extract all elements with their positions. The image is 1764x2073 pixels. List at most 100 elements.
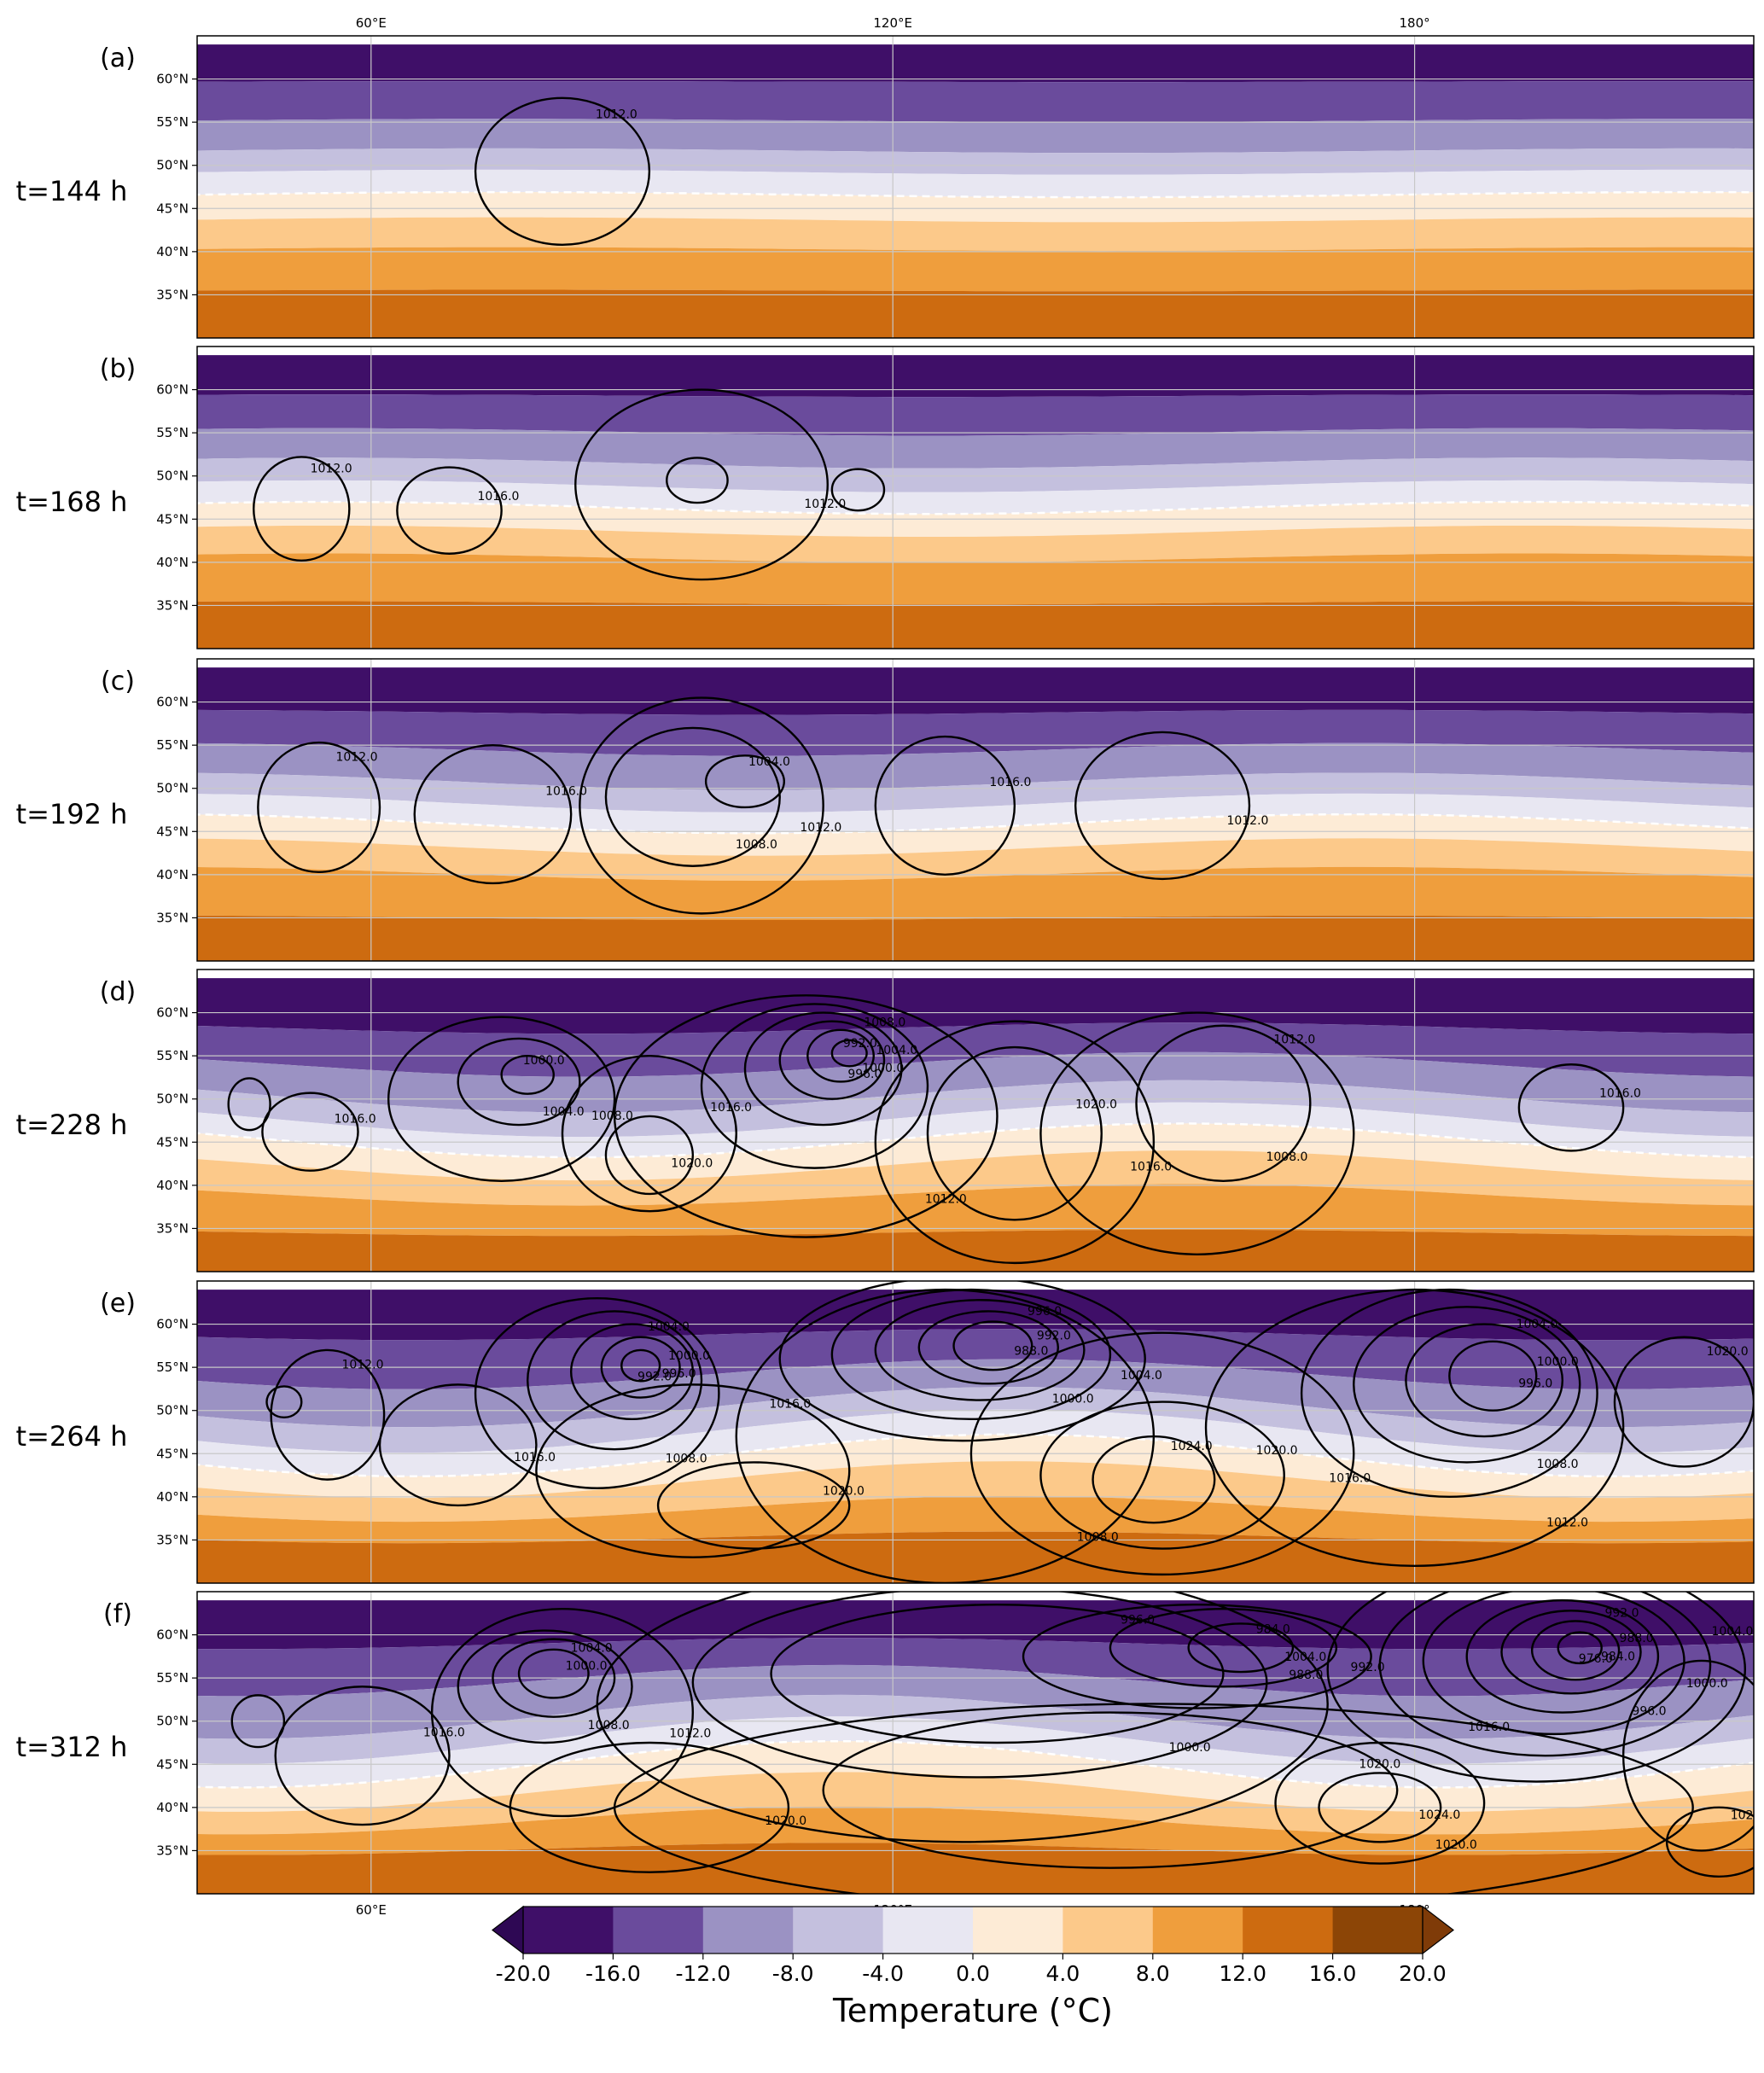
lat-tick-label: 45°N [156, 1134, 189, 1150]
isobar-contour [1530, 1620, 1621, 1681]
isobar-label: 1000.0 [1686, 1677, 1728, 1691]
lat-tick-label: 60°N [156, 72, 189, 87]
temperature-band [197, 838, 1754, 881]
isobar-contour [257, 741, 381, 874]
isobar-contour [822, 1711, 1399, 1869]
isobar-label: 1004.0 [1284, 1651, 1326, 1664]
isobar-contour [430, 1608, 695, 1818]
panel-b: 1012.01016.01012.060°N55°N50°N45°N40°N35… [16, 346, 1755, 649]
panel-letter: (b) [100, 354, 136, 384]
lat-tick-label: 50°N [156, 158, 189, 173]
isobar-label: 1020.0 [823, 1485, 865, 1499]
lat-tick-label: 45°N [156, 1446, 189, 1461]
lat-tick-label: 55°N [156, 737, 189, 753]
isobar-contour [1465, 1598, 1660, 1714]
lat-tick-label: 35°N [156, 597, 189, 613]
isobar-label: 1020.0 [1359, 1757, 1400, 1771]
lat-tick-label: 35°N [156, 287, 189, 302]
lat-tick-label: 40°N [156, 244, 189, 259]
lat-tick-label: 45°N [156, 1756, 189, 1772]
isobar-label: 1000.0 [523, 1054, 565, 1068]
isobar-label: 1008.0 [591, 1109, 633, 1123]
isobar-label: 1004.0 [1121, 1369, 1162, 1383]
isobar-contour [1300, 1288, 1598, 1499]
isobar-contour [579, 696, 824, 915]
colorbar-tick-label: -12.0 [675, 1961, 731, 1986]
panel-d: 1016.0 1008.0 1004.0 1000.0 1016.0 1020.0 1012… [16, 969, 1755, 1272]
colorbar-segment [702, 1907, 794, 1954]
temperature-band [197, 81, 1754, 122]
isobar-label: 984.0 [1601, 1651, 1635, 1664]
isobar-contour [691, 1592, 1268, 1779]
isobar-label: 1012.0 [335, 751, 377, 765]
isobar-contour [743, 1011, 903, 1127]
isobar-label: 1020.0 [1075, 1098, 1117, 1111]
isobar-label: 1012.0 [1273, 1033, 1315, 1046]
isobar-label: 1016.0 [1468, 1721, 1510, 1734]
lat-tick-label: 60°N [156, 1005, 189, 1021]
panel-letter: (d) [100, 977, 136, 1007]
time-label: t=264 h [16, 1420, 128, 1453]
panel-plot-area: 1012.0 [197, 36, 1754, 338]
panel-f: 1016.0 1012.0 1008.0 1004.0 1000.0 1020.0 1000… [16, 1591, 1764, 1918]
isobar-contour [1613, 1336, 1754, 1468]
lat-tick-label: 55°N [156, 114, 189, 130]
temperature-band [197, 1229, 1754, 1272]
isobar-contour [396, 466, 503, 555]
isobar-contour [387, 1016, 616, 1182]
isobar-contour [253, 456, 351, 562]
lat-tick-label: 55°N [156, 425, 189, 440]
isobar-label: 996.0 [1028, 1305, 1062, 1319]
isobar-contour [604, 1115, 695, 1196]
temperature-band [197, 1051, 1754, 1113]
colorbar-segment [523, 1907, 614, 1954]
isobar-contour [1557, 1631, 1603, 1665]
temperature-band [197, 480, 1754, 515]
lat-tick-label: 55°N [156, 1670, 189, 1686]
temperature-band [197, 1716, 1754, 1788]
colorbar-tick-label: 8.0 [1136, 1961, 1170, 1986]
isobar-label: 1016.0 [1130, 1160, 1172, 1173]
temperature-band [197, 772, 1754, 812]
panel-letter: (e) [100, 1289, 136, 1319]
colorbar-tick-label: 4.0 [1046, 1961, 1080, 1986]
isobar-contour [561, 1054, 737, 1213]
temperature-band [197, 742, 1754, 790]
panel-frame [196, 35, 1755, 339]
temperature-band [197, 525, 1754, 563]
isobar-label: 996.0 [662, 1367, 696, 1381]
isobar-label: 992.0 [1351, 1661, 1385, 1674]
isobar-label: 988.0 [1620, 1632, 1654, 1645]
isobar-label: 1012.0 [800, 821, 841, 835]
isobar-label: 1000.0 [1052, 1393, 1094, 1406]
colorbar-tick-label: 20.0 [1399, 1961, 1447, 1986]
temperature-band [197, 169, 1754, 198]
isobar-contour [1517, 1063, 1625, 1152]
isobar-contour [1039, 1400, 1285, 1550]
isobar-contour [1318, 1772, 1442, 1843]
isobar-contour [700, 1003, 929, 1169]
temperature-band [197, 814, 1754, 856]
isobar-label: 1004.0 [648, 1320, 690, 1334]
colorbar-tick-label: -16.0 [585, 1961, 641, 1986]
zero-degree-isotherm [197, 1739, 1754, 1789]
lat-tick-label: 45°N [156, 824, 189, 839]
isobar-contour [874, 1020, 1156, 1265]
lat-tick-label: 35°N [156, 910, 189, 925]
isobar-label: 1008.0 [666, 1452, 707, 1465]
colorbar-tick-label: -20.0 [496, 1961, 551, 1986]
isobar-contour [378, 1383, 538, 1507]
isobar-label: 1020.0 [765, 1814, 806, 1828]
temperature-band [197, 793, 1754, 834]
isobar-contour [604, 726, 781, 867]
isobar-label: 1024.0 [1731, 1809, 1764, 1823]
isobar-contour [1665, 1806, 1754, 1878]
colorbar-segment [1332, 1907, 1423, 1954]
isobar-contour [474, 96, 651, 246]
isobar-contour [261, 1092, 359, 1172]
panel-plot-area: 1016.0 1008.0 1004.0 1000.0 1016.0 1020.0 1012… [197, 970, 1754, 1272]
isobar-contour [830, 1288, 1112, 1421]
isobar-contour [596, 1592, 1329, 1843]
isobar-label: 1016.0 [514, 1451, 556, 1464]
temperature-band [197, 1531, 1754, 1583]
